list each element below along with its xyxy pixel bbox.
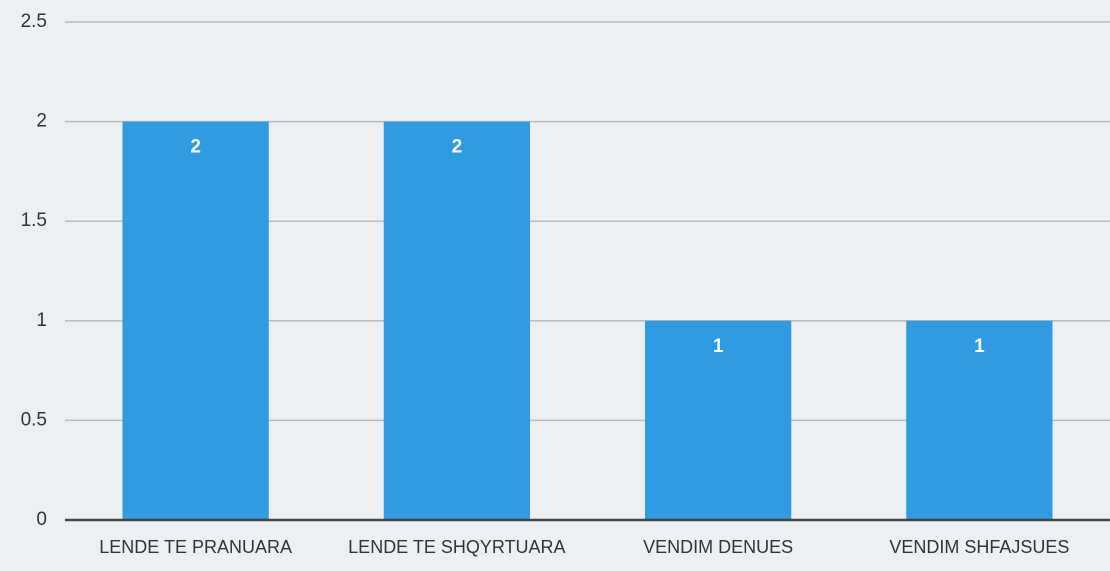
data-label: 1 (713, 336, 724, 357)
y-tick-label: 1 (36, 310, 47, 331)
data-label: 2 (190, 137, 201, 158)
bar (644, 320, 792, 520)
x-tick-label: VENDIM SHFAJSUES (889, 537, 1069, 557)
y-tick-label: 0.5 (21, 409, 47, 430)
y-tick-label: 0 (36, 509, 47, 530)
y-tick-label: 1.5 (21, 210, 47, 231)
bar (383, 121, 531, 520)
x-tick-label: LENDE TE PRANUARA (99, 537, 292, 557)
x-tick-label: VENDIM DENUES (643, 537, 793, 557)
y-tick-label: 2.5 (21, 11, 47, 32)
y-tick-label: 2 (36, 111, 47, 132)
data-label: 2 (452, 137, 463, 158)
bar (122, 121, 269, 520)
data-label: 1 (974, 336, 985, 357)
x-tick-label: LENDE TE SHQYRTUARA (348, 537, 565, 557)
bar (906, 320, 1053, 520)
